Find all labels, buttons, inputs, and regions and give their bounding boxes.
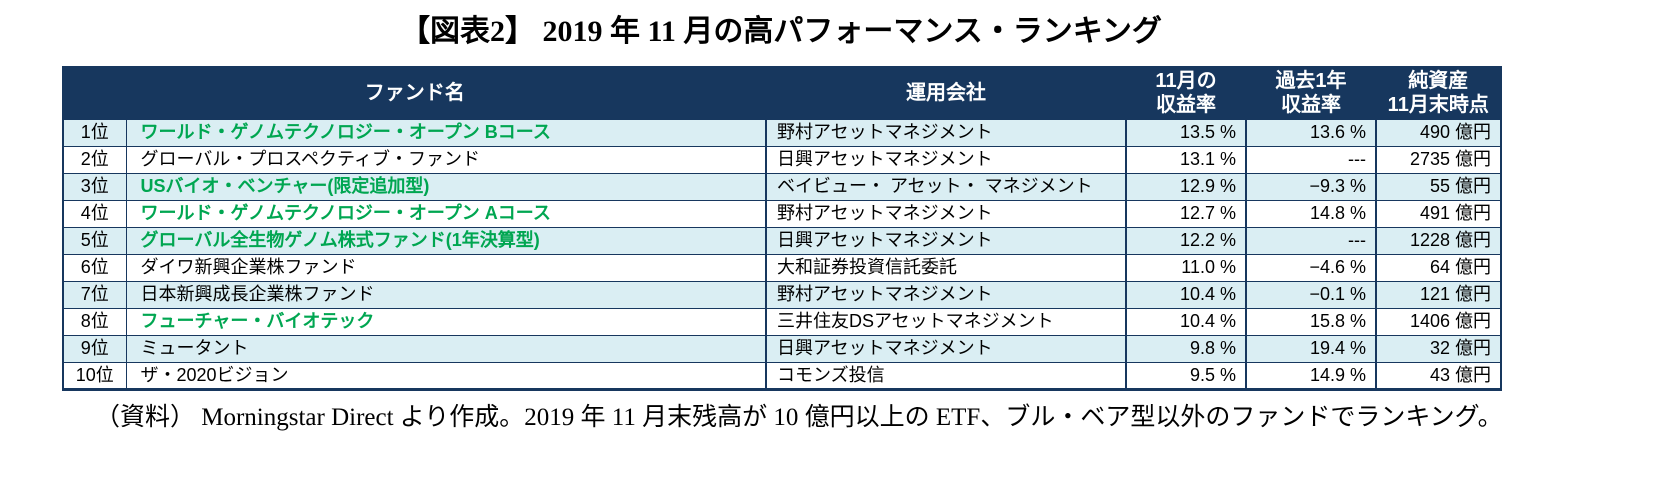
year-return-cell: 19.4 % [1246,334,1377,362]
net-assets-cell: 2735 億円 [1376,145,1501,173]
net-assets-cell: 32 億円 [1376,334,1501,362]
rank-cell: 3位 [63,172,127,200]
rank-cell: 7位 [63,280,127,308]
company-cell: 日興アセットマネジメント [766,334,1127,362]
nov-return-cell: 12.9 % [1126,172,1247,200]
col-header-company: 運用会社 [765,66,1127,120]
year-return-cell: −4.6 % [1246,253,1377,281]
table-row: 1位 ワールド・ゲノムテクノロジー・オープン Bコース 野村アセットマネジメント… [63,118,1501,146]
nov-return-cell: 13.5 % [1126,118,1247,146]
rank-cell: 8位 [63,307,127,335]
rank-cell: 6位 [63,253,127,281]
company-cell: 大和証券投資信託委託 [766,253,1127,281]
header-line: 収益率 [1156,94,1216,117]
header-line: 収益率 [1281,94,1341,117]
table-row: 10位 ザ・2020ビジョン コモンズ投信 9.5 % 14.9 % 43 億円 [63,361,1501,389]
year-return-cell: 15.8 % [1246,307,1377,335]
table-row: 5位 グローバル全生物ゲノム株式ファンド(1年決算型) 日興アセットマネジメント… [63,226,1501,254]
company-cell: 三井住友DSアセットマネジメント [766,307,1127,335]
rank-cell: 4位 [63,199,127,227]
nov-return-cell: 9.8 % [1126,334,1247,362]
fund-name-cell: 日本新興成長企業株ファンド [126,280,767,308]
rank-cell: 2位 [63,145,127,173]
fund-name-cell: ダイワ新興企業株ファンド [126,253,767,281]
performance-ranking-table: ファンド名 運用会社 11月の 収益率 過去1年 収益率 純資産 11月末時点 … [62,66,1502,391]
header-line: 純資産 [1408,70,1469,93]
table-row: 3位 USバイオ・ベンチャー(限定追加型) ベイビュー・ アセット・ マネジメン… [63,172,1501,200]
table-row: 2位 グローバル・プロスペクティブ・ファンド 日興アセットマネジメント 13.1… [63,145,1501,173]
year-return-cell: --- [1246,226,1377,254]
net-assets-cell: 491 億円 [1376,199,1501,227]
page-title: 【図表2】 2019 年 11 月の高パフォーマンス・ランキング [400,15,1162,48]
table-row: 6位 ダイワ新興企業株ファンド 大和証券投資信託委託 11.0 % −4.6 %… [63,253,1501,281]
company-cell: 野村アセットマネジメント [766,280,1127,308]
company-cell: 日興アセットマネジメント [766,226,1127,254]
rank-cell: 1位 [63,118,127,146]
source-footnote: （資料） Morningstar Direct より作成。2019 年 11 月… [95,403,1503,431]
company-cell: ベイビュー・ アセット・ マネジメント [766,172,1127,200]
fund-name-cell: グローバル・プロスペクティブ・ファンド [126,145,767,173]
header-row: ファンド名 運用会社 11月の 収益率 過去1年 収益率 純資産 11月末時点 [62,66,1502,120]
year-return-cell: −9.3 % [1246,172,1377,200]
nov-return-cell: 10.4 % [1126,280,1247,308]
table-row: 9位 ミュータント 日興アセットマネジメント 9.8 % 19.4 % 32 億… [63,334,1501,362]
nov-return-cell: 9.5 % [1126,361,1247,389]
nov-return-cell: 12.7 % [1126,199,1247,227]
company-cell: 日興アセットマネジメント [766,145,1127,173]
col-header-year-return: 過去1年 収益率 [1245,66,1377,120]
year-return-cell: 13.6 % [1246,118,1377,146]
net-assets-cell: 121 億円 [1376,280,1501,308]
company-cell: コモンズ投信 [766,361,1127,389]
fund-name-cell: ミュータント [126,334,767,362]
col-header-nov-return: 11月の 収益率 [1125,66,1247,120]
rank-cell: 9位 [63,334,127,362]
rank-cell: 10位 [63,361,127,389]
net-assets-cell: 55 億円 [1376,172,1501,200]
year-return-cell: −0.1 % [1246,280,1377,308]
table-row: 7位 日本新興成長企業株ファンド 野村アセットマネジメント 10.4 % −0.… [63,280,1501,308]
company-cell: 野村アセットマネジメント [766,199,1127,227]
col-header-fund-name: ファンド名 [62,66,767,120]
year-return-cell: 14.9 % [1246,361,1377,389]
year-return-cell: --- [1246,145,1377,173]
header-line: 11月末時点 [1387,94,1489,117]
net-assets-cell: 43 億円 [1376,361,1501,389]
company-cell: 野村アセットマネジメント [766,118,1127,146]
fund-name-cell: ワールド・ゲノムテクノロジー・オープン Bコース [126,118,767,146]
net-assets-cell: 1228 億円 [1376,226,1501,254]
nov-return-cell: 13.1 % [1126,145,1247,173]
net-assets-cell: 490 億円 [1376,118,1501,146]
nov-return-cell: 11.0 % [1126,253,1247,281]
col-header-net-assets: 純資産 11月末時点 [1375,66,1502,120]
fund-name-cell: ザ・2020ビジョン [126,361,767,389]
header-line: 過去1年 [1275,70,1347,93]
nov-return-cell: 12.2 % [1126,226,1247,254]
table-row: 8位 フューチャー・バイオテック 三井住友DSアセットマネジメント 10.4 %… [63,307,1501,335]
table-row: 4位 ワールド・ゲノムテクノロジー・オープン Aコース 野村アセットマネジメント… [63,199,1501,227]
fund-name-cell: グローバル全生物ゲノム株式ファンド(1年決算型) [126,226,767,254]
rank-cell: 5位 [63,226,127,254]
figure-page: 【図表2】 2019 年 11 月の高パフォーマンス・ランキング ファンド名 運… [0,12,1655,484]
fund-name-cell: フューチャー・バイオテック [126,307,767,335]
header-line: 11月の [1155,70,1217,93]
net-assets-cell: 1406 億円 [1376,307,1501,335]
year-return-cell: 14.8 % [1246,199,1377,227]
nov-return-cell: 10.4 % [1126,307,1247,335]
net-assets-cell: 64 億円 [1376,253,1501,281]
fund-name-cell: USバイオ・ベンチャー(限定追加型) [126,172,767,200]
fund-name-cell: ワールド・ゲノムテクノロジー・オープン Aコース [126,199,767,227]
